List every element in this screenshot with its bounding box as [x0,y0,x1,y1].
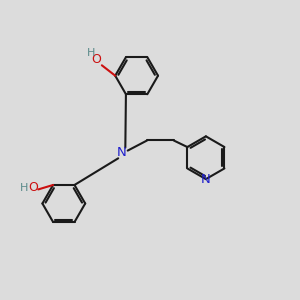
Text: H: H [20,183,28,193]
Text: N: N [201,172,211,186]
Text: O: O [92,53,101,66]
Text: N: N [117,146,127,160]
Text: O: O [28,182,38,194]
Text: H: H [87,48,96,58]
